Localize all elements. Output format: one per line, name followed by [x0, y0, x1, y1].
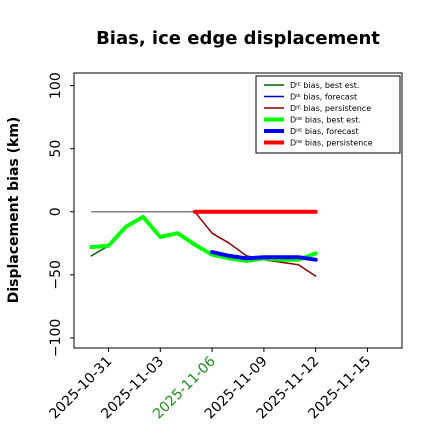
series-line-4: [89, 214, 318, 263]
series-line-3: [194, 211, 317, 277]
series-line-5: [210, 250, 318, 262]
y-tick-label: −50: [48, 260, 64, 290]
y-axis-label: Displacement bias (km): [6, 117, 22, 304]
legend-label: Dᴵᴵᴱ bias, forecast: [290, 127, 359, 136]
y-tick-label: −100: [48, 319, 64, 357]
legend-label: Dᴵᴱ bias, forecast: [290, 93, 357, 102]
legend-box: [255, 75, 401, 154]
legend-label: Dᴵᴱ bias, persistence: [290, 104, 371, 113]
legend-label: Dᴵᴵᴱ bias, best est.: [290, 116, 361, 125]
y-tick-label: 50: [48, 140, 64, 158]
legend-label: Dᴵᴵᴱ bias, persistence: [290, 139, 373, 148]
legend-label: Dᴵᴱ bias, best est.: [290, 81, 359, 90]
chart-title: Bias, ice edge displacement: [96, 28, 380, 49]
plot-frame: [73, 72, 403, 349]
y-tick-label: 100: [48, 72, 64, 99]
y-tick-label: 0: [48, 207, 64, 216]
